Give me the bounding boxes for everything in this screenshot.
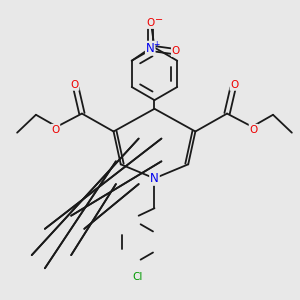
Text: O: O	[172, 46, 180, 56]
Text: −: −	[154, 15, 163, 25]
Text: O: O	[250, 125, 258, 135]
Text: O: O	[230, 80, 238, 90]
Text: Cl: Cl	[132, 272, 142, 282]
Text: O: O	[70, 80, 79, 90]
Text: N: N	[146, 42, 154, 55]
Text: N: N	[150, 172, 159, 185]
Text: +: +	[154, 40, 160, 49]
Text: O: O	[51, 125, 59, 135]
Text: O: O	[146, 18, 154, 28]
